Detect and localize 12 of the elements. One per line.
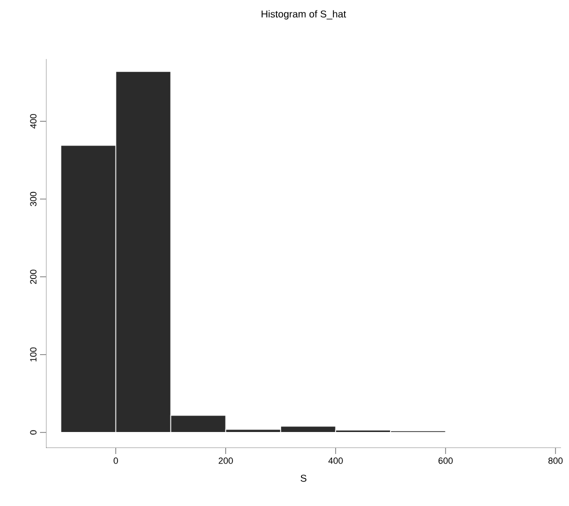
x-tick-label: 600 [438, 458, 453, 464]
chart-title: Histogram of S_hat [262, 10, 346, 20]
x-tick-label: 400 [328, 458, 343, 464]
y-tick-label: 300 [30, 192, 36, 206]
y-tick-label: 400 [30, 114, 36, 129]
x-tick-label: 800 [548, 458, 563, 464]
y-tick-label: 0 [30, 430, 36, 435]
y-tick-label: 200 [30, 270, 36, 284]
x-tick-label: 200 [218, 458, 233, 464]
x-tick-label: 0 [114, 458, 118, 464]
x-axis-title: S [300, 474, 306, 482]
y-tick-label: 100 [30, 348, 36, 362]
